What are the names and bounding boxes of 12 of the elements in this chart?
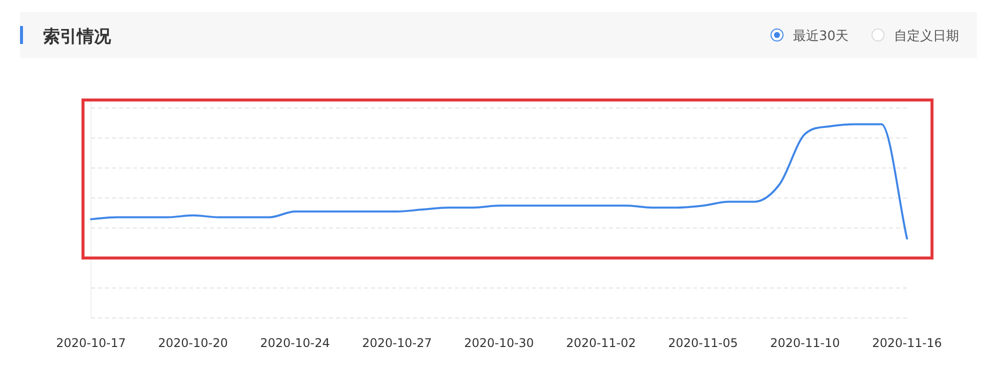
x-tick-label: 2020-10-20 (158, 336, 228, 350)
text: 最近30天 (793, 29, 849, 44)
x-tick-label: 2020-10-17 (56, 336, 126, 350)
x-tick-label: 2020-10-24 (260, 336, 330, 350)
x-tick-label: 2020-11-16 (872, 336, 942, 350)
x-tick-label: 2020-11-05 (668, 336, 738, 350)
chart-title: 索引情况 (43, 27, 112, 47)
text: 自定义日期 (894, 29, 959, 44)
x-tick-label: 2020-11-02 (566, 336, 636, 350)
x-tick-label: 2020-10-27 (362, 336, 432, 350)
x-tick-label: 2020-10-30 (464, 336, 534, 350)
x-tick-label: 2020-11-10 (770, 336, 840, 350)
